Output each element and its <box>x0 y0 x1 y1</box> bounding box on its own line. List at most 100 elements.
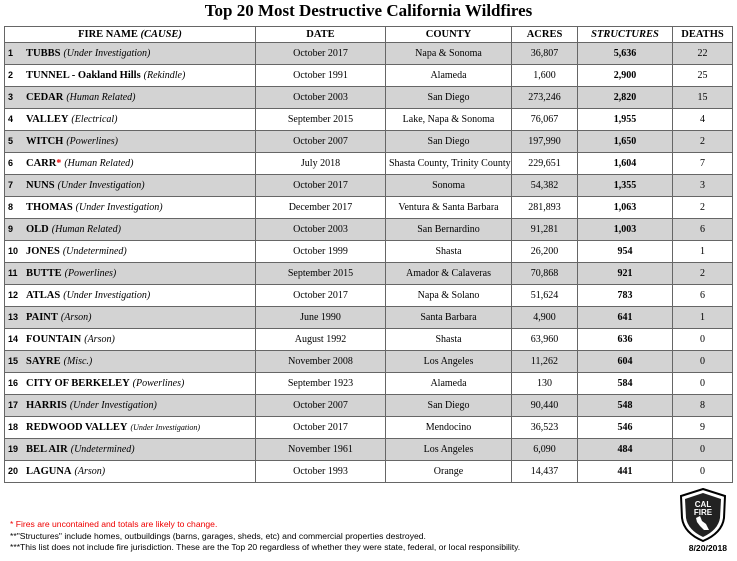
date: September 1923 <box>287 378 354 389</box>
date: October 2017 <box>293 48 348 59</box>
county: Shasta <box>435 246 462 257</box>
structures-cell: 783 <box>577 284 673 307</box>
table-row: 11 BUTTE (Powerlines) September 2015 Amador … <box>4 262 733 285</box>
fire-cell: 4 VALLEY (Electrical) <box>4 108 256 131</box>
structures: 954 <box>617 246 633 257</box>
deaths: 1 <box>700 246 705 257</box>
deaths: 6 <box>700 224 705 235</box>
fire-cell: 7 NUNS (Under Investigation) <box>4 174 256 197</box>
structures-cell: 641 <box>577 306 673 329</box>
cause: (Electrical) <box>71 114 118 125</box>
rank: 7 <box>8 180 14 190</box>
county: Shasta County, Trinity County <box>389 158 511 169</box>
date-cell: July 2018 <box>255 152 386 175</box>
acres: 229,651 <box>528 158 561 169</box>
county: Lake, Napa & Sonoma <box>402 114 495 125</box>
deaths-cell: 1 <box>672 240 733 263</box>
date: October 2003 <box>293 92 348 103</box>
footnote: **"Structures" include homes, outbuildin… <box>10 530 426 541</box>
county-cell: Mendocino <box>385 416 512 439</box>
structures: 921 <box>617 268 633 279</box>
date: June 1990 <box>300 312 341 323</box>
date-cell: September 1923 <box>255 372 386 395</box>
acres: 51,624 <box>530 290 559 301</box>
structures: 548 <box>617 400 633 411</box>
fire-name: FOUNTAIN <box>26 334 82 345</box>
county-cell: Ventura & Santa Barbara <box>385 196 512 219</box>
acres-cell: 11,262 <box>511 350 578 373</box>
fire-cell: 3 CEDAR (Human Related) <box>4 86 256 109</box>
fire-name: OLD <box>26 224 49 235</box>
rank: 11 <box>8 268 18 278</box>
deaths-cell: 6 <box>672 218 733 241</box>
cause: (Misc.) <box>63 356 93 367</box>
fire-table: FIRE NAME (CAUSE) DATE COUNTY ACRES STRU… <box>4 26 733 483</box>
acres-cell: 4,900 <box>511 306 578 329</box>
acres: 90,440 <box>530 400 559 411</box>
county: Los Angeles <box>423 444 474 455</box>
header-cell: STRUCTURES <box>577 26 673 43</box>
rank: 8 <box>8 202 14 212</box>
county-cell: Santa Barbara <box>385 306 512 329</box>
county-cell: Alameda <box>385 372 512 395</box>
acres: 130 <box>537 378 552 389</box>
date-cell: November 1961 <box>255 438 386 461</box>
acres: 70,868 <box>530 268 559 279</box>
date: October 2017 <box>293 422 348 433</box>
header-cell: ACRES <box>511 26 578 43</box>
acres: 26,200 <box>530 246 559 257</box>
county-cell: Napa & Sonoma <box>385 42 512 65</box>
table-row: 10 JONES (Undetermined) October 1999 Shasta 2… <box>4 240 733 263</box>
fire-name: JONES <box>26 246 60 257</box>
rank: 18 <box>8 422 19 432</box>
county-cell: Sonoma <box>385 174 512 197</box>
fire-cell: 9 OLD (Human Related) <box>4 218 256 241</box>
fire-name: BUTTE <box>26 268 62 279</box>
acres-cell: 273,246 <box>511 86 578 109</box>
rank: 20 <box>8 466 19 476</box>
county-cell: Lake, Napa & Sonoma <box>385 108 512 131</box>
date-cell: October 2017 <box>255 174 386 197</box>
logo-state <box>696 516 709 530</box>
cause: (Arson) <box>74 466 106 477</box>
deaths-cell: 3 <box>672 174 733 197</box>
table-row: 1 TUBBS (Under Investigation) October 2017 N… <box>4 42 733 65</box>
structures-cell: 1,003 <box>577 218 673 241</box>
county-cell: San Bernardino <box>385 218 512 241</box>
county-cell: Alameda <box>385 64 512 87</box>
cause: (Arson) <box>84 334 115 345</box>
deaths: 2 <box>700 268 705 279</box>
fire-name: HARRIS <box>26 400 67 411</box>
cause: (Under Investigation) <box>75 202 163 213</box>
structures: 441 <box>617 466 633 477</box>
date-cell: October 2017 <box>255 284 386 307</box>
county-cell: Napa & Solano <box>385 284 512 307</box>
fire-cell: 11 BUTTE (Powerlines) <box>4 262 256 285</box>
cause: (Human Related) <box>66 92 136 103</box>
acres-cell: 54,382 <box>511 174 578 197</box>
fire-cell: 20 LAGUNA (Arson) <box>4 460 256 483</box>
table-row: 8 THOMAS (Under Investigation) December 201… <box>4 196 733 219</box>
county: San Diego <box>427 92 470 103</box>
acres: 91,281 <box>530 224 559 235</box>
acres-cell: 229,651 <box>511 152 578 175</box>
deaths-cell: 0 <box>672 328 733 351</box>
fire-cell: 10 JONES (Undetermined) <box>4 240 256 263</box>
deaths-cell: 0 <box>672 460 733 483</box>
fire-cell: 1 TUBBS (Under Investigation) <box>4 42 256 65</box>
date-cell: September 2015 <box>255 262 386 285</box>
cause: (Undetermined) <box>62 246 127 257</box>
county: San Diego <box>427 136 470 147</box>
table-row: 19 BEL AIR (Undetermined) November 1961 Los … <box>4 438 733 461</box>
county-cell: Shasta <box>385 240 512 263</box>
acres-cell: 281,893 <box>511 196 578 219</box>
footnotes: * Fires are uncontained and totals are l… <box>10 519 520 554</box>
acres: 281,893 <box>528 202 561 213</box>
county-cell: San Diego <box>385 394 512 417</box>
date: October 1993 <box>293 466 348 477</box>
uncontained-marker: * <box>56 158 62 169</box>
deaths-cell: 22 <box>672 42 733 65</box>
date: October 1991 <box>293 70 348 81</box>
structures: 1,604 <box>613 158 637 169</box>
date: September 2015 <box>287 268 354 279</box>
